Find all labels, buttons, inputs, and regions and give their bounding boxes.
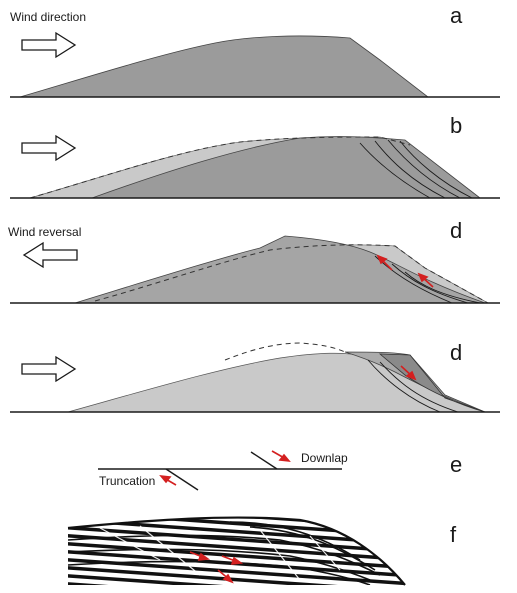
panel-letter-e: e — [450, 452, 462, 477]
truncation-line — [165, 468, 199, 491]
foresets-d — [367, 359, 459, 413]
truncation-label: Truncation — [99, 474, 155, 488]
downlap-label: Downlap — [301, 451, 348, 465]
foresets-b — [359, 139, 473, 199]
old-profile-c — [94, 244, 489, 304]
panel-letter-c: d — [450, 218, 462, 243]
wind-reversal-caption: Wind reversal — [8, 225, 81, 239]
panel-a: Wind direction a — [10, 3, 500, 98]
panel-b: b — [10, 113, 500, 199]
downlap-line — [250, 451, 278, 470]
red-motion-icon — [376, 254, 434, 288]
red-motion-icon — [159, 474, 177, 486]
panel-c: Wind reversal d — [8, 218, 500, 304]
wind-right-icon — [21, 355, 77, 383]
seismic-top-surface — [67, 516, 406, 586]
dune-c-new — [74, 235, 486, 304]
panel-letter-a: a — [450, 3, 463, 28]
panel-letter-d: d — [450, 340, 462, 365]
wind-left-icon — [22, 241, 78, 269]
old-profile-d — [224, 342, 346, 361]
panel-letter-b: b — [450, 113, 462, 138]
dune-d-foresets — [378, 353, 486, 413]
dune-d-wedge — [344, 351, 486, 413]
panel-f: f — [67, 516, 457, 586]
wind-right-icon — [21, 31, 77, 59]
wind-right-icon — [21, 134, 77, 162]
red-motion-icon — [271, 450, 291, 463]
red-motion-icon — [400, 365, 417, 381]
wind-direction-caption: Wind direction — [10, 10, 86, 24]
dune-a — [19, 35, 430, 98]
seismic-section — [68, 517, 405, 585]
red-motion-icon — [189, 551, 244, 584]
panel-d: d — [10, 340, 500, 413]
panel-letter-f: f — [450, 522, 457, 547]
panel-e: e Downlap Truncation — [98, 450, 462, 491]
old-profile-b — [29, 136, 411, 199]
